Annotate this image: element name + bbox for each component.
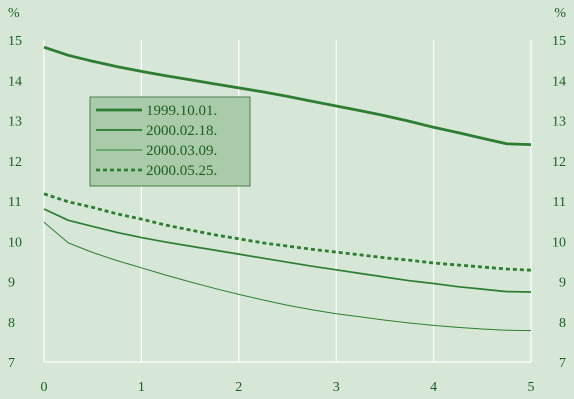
series-line-4 <box>43 192 532 272</box>
y-tick-label-right: 15 <box>552 34 566 49</box>
x-tick-label: 5 <box>528 380 535 395</box>
grid <box>43 40 532 363</box>
legend-box <box>89 96 251 187</box>
x-tick-label: 2 <box>235 380 242 395</box>
y-tick-label-left: 11 <box>8 195 21 210</box>
y-tick-label-left: 8 <box>8 316 15 331</box>
series-line-3 <box>43 221 532 332</box>
legend: 1999.10.01. 2000.02.18. 2000.03.09. 2000.05… <box>89 96 251 187</box>
y-tick-label-left: 9 <box>8 276 15 291</box>
y-tick-label-right: 9 <box>559 276 566 291</box>
y-tick-label-right: 8 <box>559 316 566 331</box>
x-tick-label: 0 <box>41 380 48 395</box>
y-tick-label-right: 14 <box>552 74 566 89</box>
series-line-2 <box>43 208 532 293</box>
y-tick-label-left: 14 <box>8 74 22 89</box>
y-tick-label-left: 15 <box>8 34 22 49</box>
y-tick-label-right: 12 <box>552 155 566 170</box>
x-tick-label: 1 <box>138 380 145 395</box>
y-unit-left: % <box>8 6 20 21</box>
y-tick-label-left: 12 <box>8 155 22 170</box>
y-tick-label-left: 13 <box>8 115 22 130</box>
x-tick-label: 4 <box>430 380 437 395</box>
legend-label-2: 2000.02.18. <box>146 123 217 139</box>
legend-label-3: 2000.03.09. <box>146 143 217 159</box>
x-tick-label: 3 <box>333 380 340 395</box>
y-tick-label-right: 10 <box>552 235 566 250</box>
legend-label-1: 1999.10.01. <box>146 103 217 119</box>
y-tick-label-right: 11 <box>553 195 566 210</box>
y-tick-label-left: 7 <box>8 356 15 371</box>
y-tick-label-right: 13 <box>552 115 566 130</box>
y-tick-label-left: 10 <box>8 235 22 250</box>
legend-label-4: 2000.05.25. <box>146 163 217 179</box>
series-line-1 <box>43 45 532 146</box>
y-unit-right: % <box>554 6 566 21</box>
series-lines <box>43 45 532 332</box>
y-tick-label-right: 7 <box>559 356 566 371</box>
